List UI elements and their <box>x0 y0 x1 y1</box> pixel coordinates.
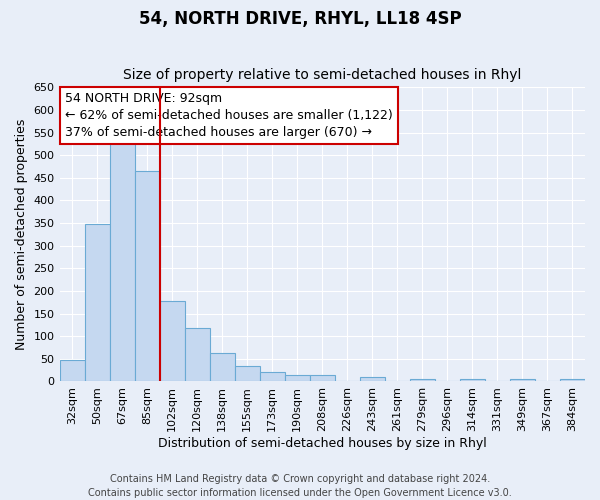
Bar <box>360 377 385 382</box>
Bar <box>235 366 260 382</box>
Text: 54, NORTH DRIVE, RHYL, LL18 4SP: 54, NORTH DRIVE, RHYL, LL18 4SP <box>139 10 461 28</box>
Bar <box>185 328 209 382</box>
Bar <box>59 360 85 382</box>
Bar <box>110 140 134 382</box>
Bar <box>160 301 185 382</box>
Text: 54 NORTH DRIVE: 92sqm
← 62% of semi-detached houses are smaller (1,122)
37% of s: 54 NORTH DRIVE: 92sqm ← 62% of semi-deta… <box>65 92 392 138</box>
Bar <box>310 374 335 382</box>
Bar <box>460 379 485 382</box>
Bar <box>134 171 160 382</box>
Bar <box>260 372 285 382</box>
Bar <box>85 224 110 382</box>
Y-axis label: Number of semi-detached properties: Number of semi-detached properties <box>15 118 28 350</box>
Bar <box>285 374 310 382</box>
Bar <box>510 379 535 382</box>
Title: Size of property relative to semi-detached houses in Rhyl: Size of property relative to semi-detach… <box>123 68 521 82</box>
Bar <box>410 379 435 382</box>
X-axis label: Distribution of semi-detached houses by size in Rhyl: Distribution of semi-detached houses by … <box>158 437 487 450</box>
Text: Contains HM Land Registry data © Crown copyright and database right 2024.
Contai: Contains HM Land Registry data © Crown c… <box>88 474 512 498</box>
Bar <box>560 379 585 382</box>
Bar <box>209 354 235 382</box>
